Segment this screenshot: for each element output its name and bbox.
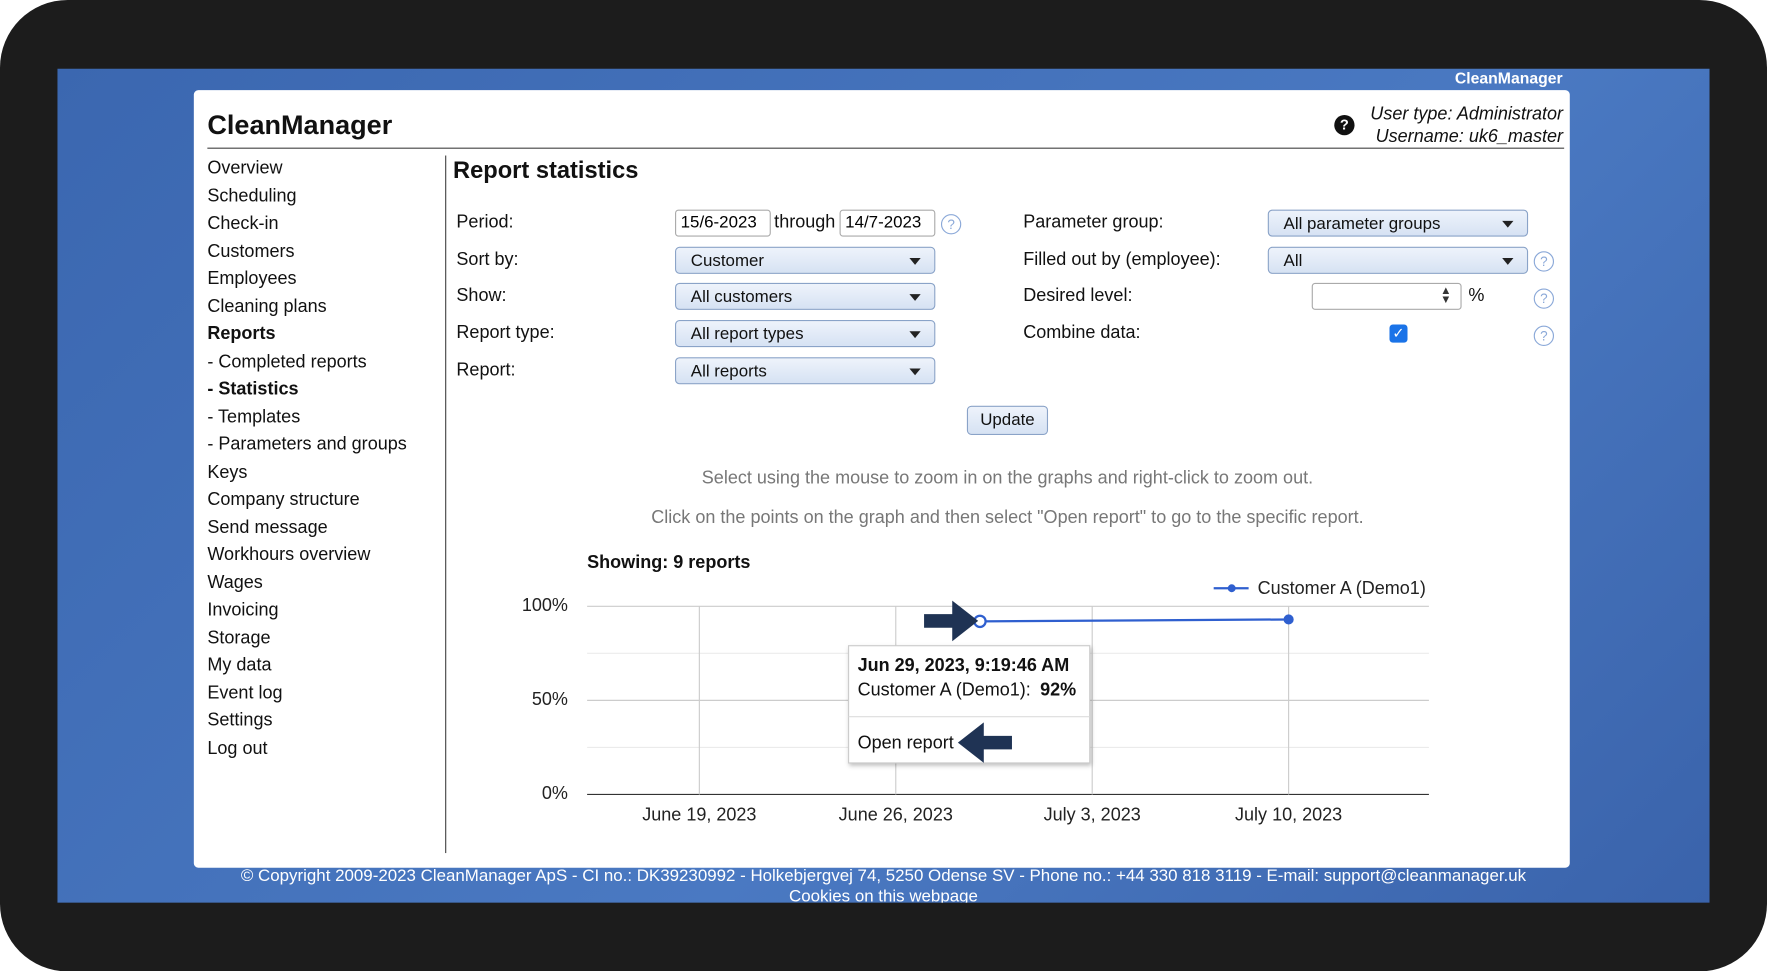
- nav-link[interactable]: - Statistics: [207, 379, 299, 399]
- help-icon[interactable]: ?: [1533, 288, 1555, 309]
- header-rule: [207, 147, 1565, 149]
- label: Sort by:: [456, 250, 519, 270]
- nav-link[interactable]: Reports: [207, 324, 276, 344]
- username: Username: uk6_master: [1375, 127, 1564, 147]
- help-icon[interactable]: ?: [1533, 251, 1555, 272]
- help-icon[interactable]: ?: [1334, 114, 1355, 136]
- legend-marker: [1227, 584, 1236, 593]
- label: Parameter group:: [1023, 212, 1164, 233]
- select[interactable]: All customers: [675, 282, 936, 310]
- nav-link[interactable]: Keys: [207, 462, 248, 482]
- label: Report type:: [456, 323, 555, 343]
- tooltip-title: Jun 29, 2023, 9:19:46 AM: [858, 655, 1070, 675]
- label: Show:: [456, 286, 507, 306]
- x-tick-label: June 19, 2023: [642, 805, 756, 825]
- label: through: [774, 212, 836, 233]
- select[interactable]: Customer: [675, 246, 936, 274]
- nav-link[interactable]: - Completed reports: [207, 352, 367, 372]
- data-point: [1283, 614, 1294, 625]
- nav-link[interactable]: My data: [207, 655, 272, 676]
- nav-link[interactable]: Employees: [207, 269, 297, 289]
- nav-link[interactable]: - Parameters and groups: [207, 434, 407, 455]
- showing: Showing: 9 reports: [587, 553, 751, 573]
- nav-link[interactable]: Cleaning plans: [207, 296, 327, 317]
- nav-link[interactable]: Event log: [207, 683, 283, 703]
- unit: %: [1468, 286, 1485, 306]
- footer-link[interactable]: Cookies on this webpage: [789, 886, 978, 903]
- x-tick-label: July 3, 2023: [1044, 805, 1141, 825]
- nav-link[interactable]: Workhours overview: [207, 545, 371, 565]
- series-line: [979, 618, 1289, 623]
- legend-label: Customer A (Demo1): [1258, 578, 1426, 598]
- select[interactable]: All parameter groups: [1267, 209, 1529, 237]
- date-input[interactable]: 15/6-2023: [675, 209, 771, 237]
- date-input[interactable]: 14/7-2023: [839, 209, 936, 237]
- y-tick-label: 50%: [532, 689, 568, 709]
- note: Select using the mouse to zoom in on the…: [701, 468, 1314, 488]
- footer: © Copyright 2009-2023 CleanManager ApS -…: [240, 866, 1527, 886]
- help-icon[interactable]: ?: [940, 214, 962, 235]
- x-tick-label: June 26, 2023: [839, 805, 953, 825]
- nav-link[interactable]: Invoicing: [207, 600, 279, 620]
- label: Report:: [456, 360, 516, 380]
- tooltip-series: Customer A (Demo1):: [858, 680, 1031, 700]
- user-type: User type: Administrator: [1370, 104, 1564, 124]
- page-title: Report statistics: [453, 157, 639, 184]
- nav-link[interactable]: Settings: [207, 711, 273, 731]
- select[interactable]: All reports: [675, 357, 936, 385]
- tooltip-action[interactable]: Open report: [858, 733, 954, 753]
- label: Filled out by (employee):: [1023, 250, 1221, 270]
- arrow: [957, 722, 1012, 763]
- nav-link[interactable]: Scheduling: [207, 186, 297, 206]
- y-tick-label: 0%: [542, 783, 568, 803]
- label: Combine data:: [1023, 323, 1141, 343]
- nav-link[interactable]: Storage: [207, 628, 271, 648]
- y-tick-label: 100%: [522, 595, 568, 615]
- select[interactable]: All: [1267, 246, 1529, 274]
- nav-link[interactable]: Customers: [207, 241, 295, 261]
- nav-link[interactable]: Send message: [207, 517, 328, 537]
- number-input[interactable]: [1311, 282, 1462, 310]
- nav-link[interactable]: Check-in: [207, 214, 279, 234]
- nav-link[interactable]: Log out: [207, 738, 268, 758]
- note: Click on the points on the graph and the…: [651, 508, 1364, 528]
- nav-link[interactable]: Overview: [207, 158, 283, 179]
- spinner[interactable]: ▲ ▼: [1440, 285, 1452, 307]
- tooltip-value: 92%: [1040, 680, 1076, 700]
- update-button[interactable]: Update: [966, 405, 1049, 435]
- nav-link[interactable]: Wages: [207, 573, 263, 593]
- nav-link[interactable]: - Templates: [207, 407, 301, 427]
- checkbox[interactable]: ✓: [1389, 324, 1408, 343]
- nav-link[interactable]: Company structure: [207, 490, 360, 510]
- topbar-brand: CleanManager: [1454, 68, 1563, 87]
- help-icon[interactable]: ?: [1533, 325, 1555, 346]
- select[interactable]: All report types: [675, 320, 936, 348]
- nav-divider: [445, 155, 447, 854]
- label: Desired level:: [1023, 286, 1133, 306]
- label: Period:: [456, 212, 514, 233]
- arrow: [924, 600, 979, 642]
- brand[interactable]: CleanManager: [207, 110, 393, 141]
- x-tick-label: July 10, 2023: [1235, 805, 1342, 825]
